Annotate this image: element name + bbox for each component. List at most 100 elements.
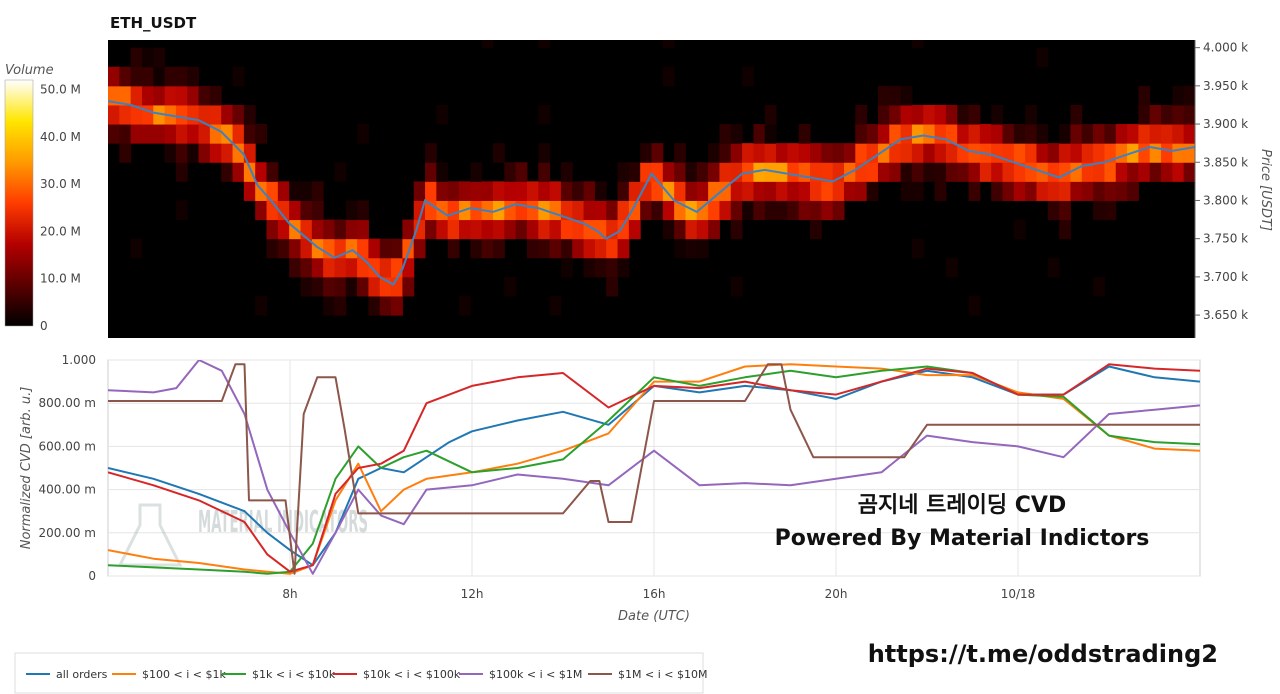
heatmap-cell: [1093, 162, 1105, 182]
heatmap-cell: [538, 238, 551, 259]
heatmap-cell: [379, 257, 392, 278]
heatmap-cell: [640, 143, 652, 163]
heatmap-cell: [221, 162, 234, 182]
heatmap-cell: [1013, 162, 1026, 182]
heatmap-cell: [776, 143, 788, 163]
heatmap-cell: [742, 66, 754, 87]
heatmap-cell: [866, 181, 879, 201]
heatmap-cell: [300, 181, 313, 201]
heatmap-cells: [108, 40, 1195, 316]
heatmap-cell: [1172, 124, 1185, 144]
heatmap-cell: [187, 104, 200, 125]
heatmap-cell: [594, 200, 607, 221]
heatmap-cell: [538, 143, 551, 163]
heatmap-cell: [923, 104, 936, 125]
heatmap-cell: [1183, 162, 1195, 182]
heatmap-cell: [243, 181, 256, 201]
cvd-y-tick-label: 0: [88, 569, 96, 583]
cvd-y-tick-label: 1.000: [62, 353, 96, 367]
heatmap-cell: [198, 104, 211, 125]
heatmap-cell: [708, 162, 720, 182]
heatmap-cell: [164, 124, 177, 144]
heatmap-cell: [526, 200, 539, 221]
colorbar-tick-label: 10.0 M: [40, 272, 81, 286]
heatmap-y-tick-label: 3.950 k: [1203, 79, 1248, 93]
heatmap-cell: [1149, 104, 1162, 125]
cvd-y-tick-label: 800.00 m: [39, 396, 97, 410]
heatmap-cell: [481, 40, 494, 49]
heatmap-cell: [311, 276, 324, 297]
watermark-text: MATERIAL INDICATORS: [198, 505, 368, 540]
cvd-x-tick-label: 8h: [282, 587, 297, 601]
heatmap-cell: [141, 104, 154, 125]
heatmap-cell: [696, 219, 709, 240]
heatmap-cell: [923, 143, 936, 163]
heatmap-cell: [108, 104, 120, 125]
heatmap-cell: [911, 124, 924, 144]
heatmap-cell: [1059, 124, 1071, 144]
heatmap-cell: [470, 238, 483, 259]
heatmap-cell: [436, 104, 449, 125]
heatmap-cell: [504, 162, 517, 182]
heatmap-cell: [1070, 104, 1083, 125]
heatmap-cell: [1149, 124, 1162, 144]
heatmap-cell: [459, 181, 471, 201]
heatmap-cell: [345, 238, 358, 259]
heatmap-cell: [1025, 143, 1037, 163]
heatmap-cell: [560, 181, 573, 201]
heatmap-cell: [877, 85, 890, 106]
annotation-telegram-link[interactable]: https://t.me/oddstrading2: [868, 640, 1218, 668]
heatmap-cell: [549, 238, 562, 259]
heatmap-cell: [945, 124, 958, 144]
heatmap-cell: [753, 181, 766, 201]
heatmap-cell: [413, 200, 426, 221]
heatmap-cell: [1161, 143, 1173, 163]
heatmap-cell: [187, 85, 200, 106]
legend-entry: all orders: [56, 668, 108, 681]
heatmap-cell: [391, 276, 403, 297]
heatmap-cell: [560, 219, 573, 240]
heatmap-title: ETH_USDT: [110, 14, 197, 32]
heatmap-cell: [538, 162, 551, 182]
heatmap-cell: [243, 104, 256, 125]
heatmap-cell: [968, 181, 981, 201]
heatmap-cell: [945, 162, 958, 182]
heatmap-y-tick-label: 3.700 k: [1203, 270, 1248, 284]
heatmap-cell: [821, 162, 834, 182]
heatmap-cell: [436, 200, 449, 221]
heatmap-cell: [674, 238, 686, 259]
heatmap-cell: [730, 200, 743, 221]
heatmap-cell: [1115, 162, 1128, 182]
heatmap-cell: [1161, 104, 1173, 125]
heatmap-cell: [187, 66, 200, 87]
heatmap-cell: [232, 124, 245, 144]
heatmap-cell: [334, 162, 347, 182]
heatmap-cell: [764, 124, 777, 144]
heatmap-cell: [855, 162, 868, 182]
heatmap-cell: [368, 276, 381, 297]
heatmap-cell: [538, 219, 551, 240]
heatmap-cell: [934, 124, 947, 144]
heatmap-cell: [153, 104, 166, 125]
heatmap-cell: [776, 181, 788, 201]
legend-entry: $1M < i < $10M: [618, 668, 707, 681]
heatmap-cell: [1149, 162, 1162, 182]
heatmap-cell: [470, 219, 483, 240]
heatmap-cell: [492, 219, 505, 240]
heatmap-cell: [1138, 124, 1151, 144]
heatmap-cell: [538, 104, 551, 125]
heatmap-cell: [1127, 181, 1139, 201]
heatmap-cell: [255, 295, 268, 316]
heatmap-cell: [674, 219, 686, 240]
heatmap-cell: [425, 219, 437, 240]
heatmap-cell: [651, 200, 664, 221]
heatmap-cell: [843, 143, 856, 163]
heatmap-cell: [1093, 200, 1105, 221]
heatmap-cell: [515, 181, 528, 201]
heatmap-cell: [719, 143, 732, 163]
heatmap-cell: [402, 219, 415, 240]
heatmap-cell: [560, 238, 573, 259]
heatmap-cell: [810, 162, 822, 182]
heatmap-cell: [300, 257, 313, 278]
heatmap-cell: [1093, 276, 1105, 297]
